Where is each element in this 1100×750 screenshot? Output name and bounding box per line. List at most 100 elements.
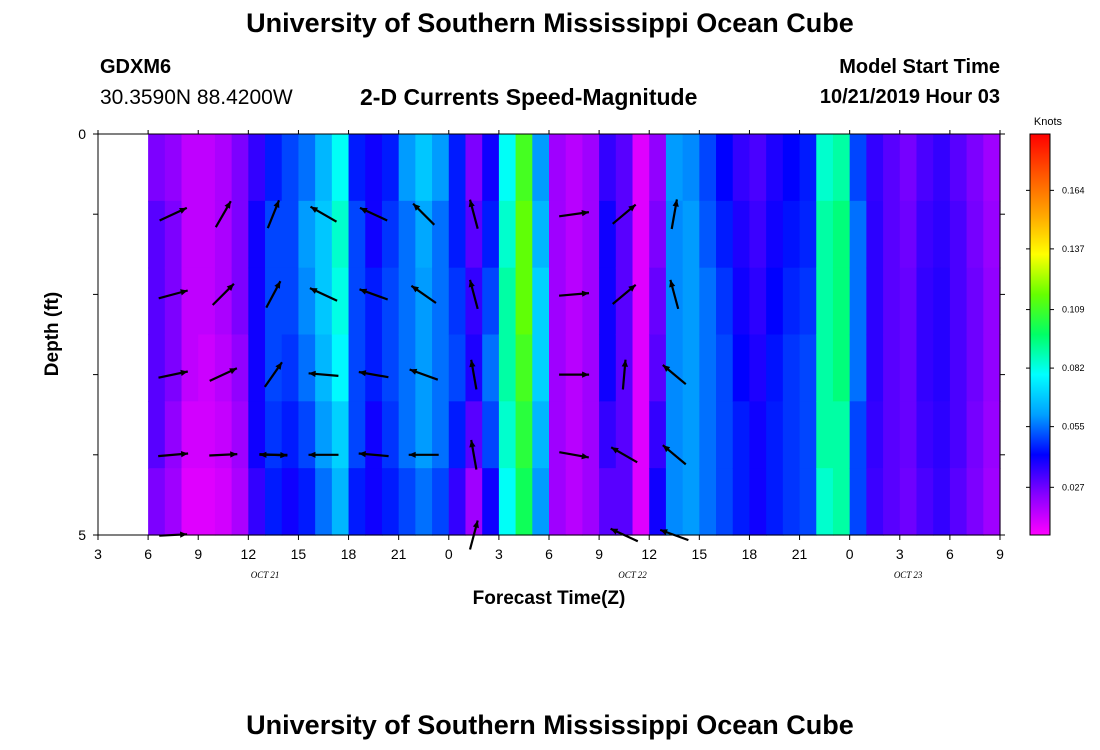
heatmap-cell — [732, 401, 751, 469]
heatmap-cell — [699, 134, 717, 202]
heatmap-cell — [782, 200, 801, 269]
heatmap-cell — [665, 267, 684, 336]
heatmap-cell — [716, 334, 734, 402]
heatmap-cell — [381, 468, 400, 536]
y-axis-label: Depth (ft) — [42, 292, 63, 376]
heatmap-cell — [699, 267, 717, 336]
current-vector — [309, 287, 338, 302]
x-tick-label: 18 — [341, 546, 357, 562]
heatmap-cell — [899, 267, 918, 336]
heatmap-cell — [265, 134, 283, 202]
heatmap-cell — [348, 468, 366, 536]
x-tick-label: 12 — [641, 546, 657, 562]
heatmap-cell — [933, 134, 951, 202]
heatmap-cell — [599, 334, 617, 402]
current-vector — [214, 200, 232, 228]
heatmap-cell — [298, 267, 316, 336]
current-vector — [358, 451, 389, 458]
current-vector — [209, 451, 238, 458]
current-vector — [611, 283, 637, 305]
heatmap-cell — [615, 200, 634, 269]
heatmap-cell — [632, 267, 650, 336]
current-vector — [266, 199, 281, 229]
heatmap-cell — [849, 401, 867, 469]
heatmap-cell — [265, 468, 283, 536]
heatmap-cell — [749, 468, 767, 536]
heatmap-cell — [582, 134, 600, 202]
heatmap-cell — [866, 267, 884, 336]
heatmap-cell — [248, 334, 266, 402]
current-vector — [158, 369, 189, 379]
heatmap-cell — [532, 334, 550, 402]
heatmap-cell — [498, 468, 517, 536]
heatmap-cell — [265, 267, 283, 336]
y-tick-label: 0 — [78, 126, 86, 142]
heatmap-cell — [281, 267, 300, 336]
heatmap-cell — [148, 200, 166, 269]
heatmap-cell — [181, 468, 199, 536]
heatmap-cell — [198, 134, 216, 202]
heatmap-cell — [816, 267, 834, 336]
heatmap-cell — [265, 200, 283, 269]
heatmap-cell — [265, 334, 283, 402]
heatmap-cell — [749, 200, 767, 269]
colorbar-tick-label: 0.164 — [1062, 185, 1085, 195]
station-name: GDXM6 — [100, 56, 172, 78]
heatmap-cell — [465, 267, 483, 336]
heatmap-cell — [265, 401, 283, 469]
heatmap-cell — [599, 468, 617, 536]
heatmap-cell — [148, 401, 166, 469]
heatmap-cell — [899, 401, 918, 469]
heatmap-cell — [732, 267, 751, 336]
heatmap-cell — [649, 468, 667, 536]
heatmap-cell — [649, 134, 667, 202]
heatmap-cell — [415, 200, 433, 269]
x-tick-label: 0 — [846, 546, 854, 562]
heatmap-cell — [164, 468, 183, 536]
heatmap-cell — [398, 134, 416, 202]
heatmap-cell — [599, 200, 617, 269]
heatmap-cell — [281, 401, 300, 469]
heatmap-cell — [448, 401, 467, 469]
heatmap-cell — [214, 468, 233, 536]
heatmap-cell — [365, 267, 383, 336]
heatmap-cell — [465, 468, 483, 536]
heatmap-cell — [849, 200, 867, 269]
heatmap-cell — [248, 267, 266, 336]
current-vector — [308, 370, 339, 377]
heatmap-cell — [966, 334, 984, 402]
heatmap-cell — [682, 401, 700, 469]
heatmap-cell — [699, 401, 717, 469]
heatmap-cell — [549, 200, 567, 269]
heatmap-cell — [883, 468, 901, 536]
heatmap-cell — [665, 401, 684, 469]
current-vector — [662, 364, 687, 386]
heatmap-cell — [799, 468, 817, 536]
heatmap-cell — [832, 334, 851, 402]
heatmap-cell — [365, 401, 383, 469]
heatmap-cell — [231, 401, 249, 469]
colorbar-tick-label: 0.027 — [1062, 482, 1085, 492]
heatmap-cell — [298, 334, 316, 402]
x-tick-label: 15 — [692, 546, 708, 562]
heatmap-cell — [231, 267, 249, 336]
heatmap-cell — [515, 134, 533, 202]
current-vector — [662, 444, 687, 466]
heatmap-cell — [549, 468, 567, 536]
heatmap-cells — [148, 134, 1001, 536]
x-tick-label: 3 — [94, 546, 102, 562]
heatmap-cell — [398, 468, 416, 536]
heatmap-cell — [866, 401, 884, 469]
heatmap-cell — [381, 401, 400, 469]
heatmap-cell — [732, 134, 751, 202]
model-start-value: 10/21/2019 Hour 03 — [819, 86, 1000, 108]
heatmap-cell — [716, 401, 734, 469]
heatmap-cell — [582, 401, 600, 469]
heatmap-cell — [181, 200, 199, 269]
heatmap-cell — [883, 134, 901, 202]
heatmap-cell — [716, 134, 734, 202]
heatmap-cell — [699, 334, 717, 402]
heatmap-cell — [632, 200, 650, 269]
heatmap-cell — [632, 134, 650, 202]
heatmap-cell — [582, 200, 600, 269]
